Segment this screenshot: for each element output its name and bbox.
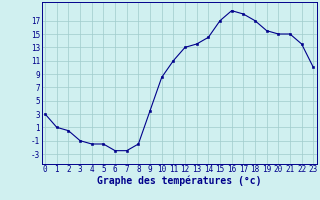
X-axis label: Graphe des températures (°c): Graphe des températures (°c) bbox=[97, 176, 261, 186]
